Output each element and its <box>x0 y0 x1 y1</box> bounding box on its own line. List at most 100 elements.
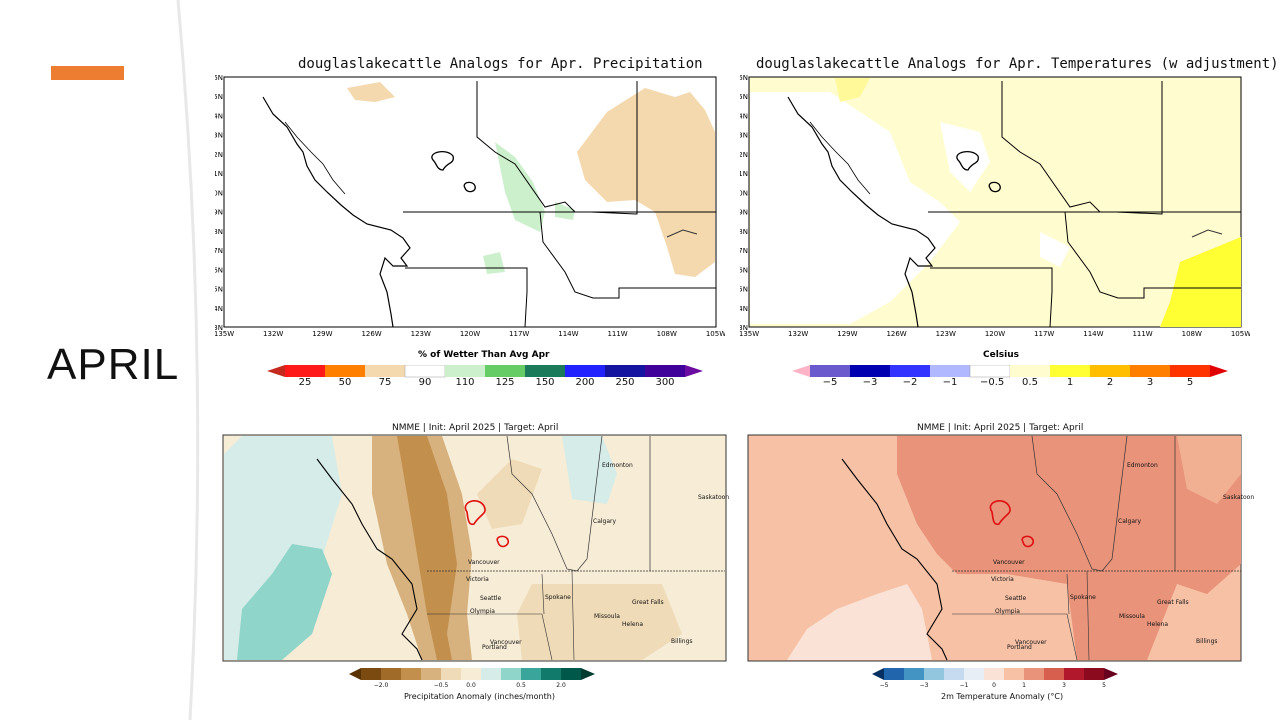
lon-tick-label: 114W <box>558 330 578 338</box>
lat-tick-label: 48N <box>740 228 748 236</box>
lon-tick-label: 126W <box>361 330 381 338</box>
lat-tick-label: 49N <box>215 209 223 217</box>
lon-tick-label: 123W <box>411 330 431 338</box>
city-label: Spokane <box>1070 594 1096 601</box>
city-label: Missoula <box>594 613 620 620</box>
colorbar-tick-label: 1 <box>1066 377 1074 388</box>
colorbar-tick-label: 200 <box>575 377 595 388</box>
colorbar-tick-label: −0.5 <box>433 682 449 689</box>
city-label: Spokane <box>545 594 571 601</box>
lat-tick-label: 55N <box>215 93 223 101</box>
lon-tick-label: 105W <box>1231 330 1250 338</box>
colorbar-tick-label: 50 <box>338 377 352 388</box>
nmme-precip-map <box>222 434 727 662</box>
lat-tick-label: 48N <box>215 228 223 236</box>
city-label: Seattle <box>480 595 502 602</box>
lat-tick-label: 54N <box>215 112 223 120</box>
colorbar-tick-label: −1 <box>942 377 958 388</box>
colorbar-tick-label: 1 <box>1022 682 1026 689</box>
nmme-temp-colorbar <box>872 668 1118 680</box>
city-label: Vancouver <box>993 559 1025 566</box>
colorbar-tick-label: 75 <box>378 377 392 388</box>
temp-neutral-anomaly <box>787 584 932 660</box>
lat-tick-label: 52N <box>740 151 748 159</box>
lat-tick-label: 56N <box>740 74 748 82</box>
lon-tick-label: 132W <box>263 330 283 338</box>
precip-analog-panel: douglaslakecattle Analogs for Apr. Preci… <box>215 52 725 388</box>
lat-tick-label: 49N <box>740 209 748 217</box>
precip-lon-labels: 135W 132W 129W 126W 123W 120W 117W 114W 111W 108W… <box>215 330 725 338</box>
nmme-temp-panel: NMME | Init: April 2025 | Target: April … <box>747 420 1254 710</box>
temp-lon-labels: 135W 132W 129W 126W 123W 120W 117W 114W 111W 108W… <box>740 330 1250 338</box>
precip-colorbar-title: % of Wetter Than Avg Apr <box>418 350 550 360</box>
colorbar-tick-label: −3 <box>919 682 929 689</box>
city-label: Seattle <box>1005 595 1027 602</box>
colorbar-tick-label: 2.0 <box>556 682 566 689</box>
lat-tick-label: 44N <box>740 305 748 313</box>
lon-tick-label: 132W <box>788 330 808 338</box>
colorbar-tick-label: 250 <box>615 377 635 388</box>
lat-tick-label: 51N <box>215 170 223 178</box>
city-label: Billings <box>671 638 693 645</box>
city-label: Billings <box>1196 638 1218 645</box>
lon-tick-label: 129W <box>312 330 332 338</box>
title-accent-bar <box>51 66 124 80</box>
slide-sidebar <box>0 0 200 720</box>
lat-tick-label: 45N <box>215 286 223 294</box>
lon-tick-label: 120W <box>985 330 1005 338</box>
nmme-precip-title: NMME | Init: April 2025 | Target: April <box>392 423 559 433</box>
lat-tick-label: 46N <box>740 266 748 274</box>
lat-tick-label: 43N <box>740 324 748 332</box>
colorbar-tick-label: 3 <box>1146 377 1154 388</box>
temp-analog-panel: douglaslakecattle Analogs for Apr. Tempe… <box>740 52 1279 388</box>
lat-tick-label: 54N <box>740 112 748 120</box>
colorbar-tick-label: 0.5 <box>1022 377 1038 388</box>
precip-analog-title: douglaslakecattle Analogs for Apr. Preci… <box>298 56 703 72</box>
precip-wet-anomaly <box>237 544 332 660</box>
city-label: Portland <box>1007 644 1032 651</box>
city-label: Victoria <box>466 576 489 583</box>
colorbar-tick-label: 300 <box>655 377 675 388</box>
lon-tick-label: 108W <box>657 330 677 338</box>
lat-tick-label: 45N <box>740 286 748 294</box>
nmme-precip-colorbar-title: Precipitation Anomaly (inches/month) <box>404 692 555 701</box>
lon-tick-label: 105W <box>706 330 725 338</box>
city-label: Helena <box>622 621 644 628</box>
colorbar-tick-label: 110 <box>455 377 475 388</box>
city-label: Calgary <box>593 518 617 525</box>
lat-tick-label: 47N <box>215 247 223 255</box>
colorbar-tick-label: 90 <box>418 377 432 388</box>
precip-dry-area-east <box>577 88 715 277</box>
lat-tick-label: 47N <box>740 247 748 255</box>
colorbar-tick-label: −2.0 <box>373 682 389 689</box>
lon-tick-label: 111W <box>1132 330 1152 338</box>
colorbar-tick-label: 0 <box>992 682 996 689</box>
slide-title: APRIL <box>47 340 180 389</box>
lon-tick-label: 111W <box>607 330 627 338</box>
colorbar-tick-label: −5 <box>822 377 838 388</box>
colorbar-tick-label: −1 <box>959 682 969 689</box>
lon-tick-label: 120W <box>460 330 480 338</box>
lat-tick-label: 44N <box>215 305 223 313</box>
city-label: Helena <box>1147 621 1169 628</box>
city-label: Edmonton <box>602 462 633 469</box>
nmme-precip-panel: NMME | Init: April 2025 | Target: April … <box>222 420 729 710</box>
colorbar-tick-label: −2 <box>902 377 918 388</box>
colorbar-tick-label: −3 <box>862 377 878 388</box>
lat-tick-label: 46N <box>215 266 223 274</box>
lat-tick-label: 56N <box>215 74 223 82</box>
precip-analog-colorbar <box>267 365 703 378</box>
lat-tick-label: 51N <box>740 170 748 178</box>
lat-tick-label: 53N <box>740 132 748 140</box>
precip-dry-area-north <box>347 82 395 102</box>
nmme-temp-colorbar-title: 2m Temperature Anomaly (°C) <box>941 692 1064 701</box>
nmme-temp-map <box>747 434 1242 662</box>
colorbar-tick-label: 125 <box>495 377 515 388</box>
temp-warm-anomaly <box>897 436 1241 660</box>
city-label: Calgary <box>1118 518 1142 525</box>
lat-tick-label: 52N <box>215 151 223 159</box>
colorbar-tick-label: −0.5 <box>980 377 1005 388</box>
nmme-temp-title: NMME | Init: April 2025 | Target: April <box>917 423 1084 433</box>
city-label: Great Falls <box>632 599 664 606</box>
colorbar-tick-label: 2 <box>1106 377 1114 388</box>
